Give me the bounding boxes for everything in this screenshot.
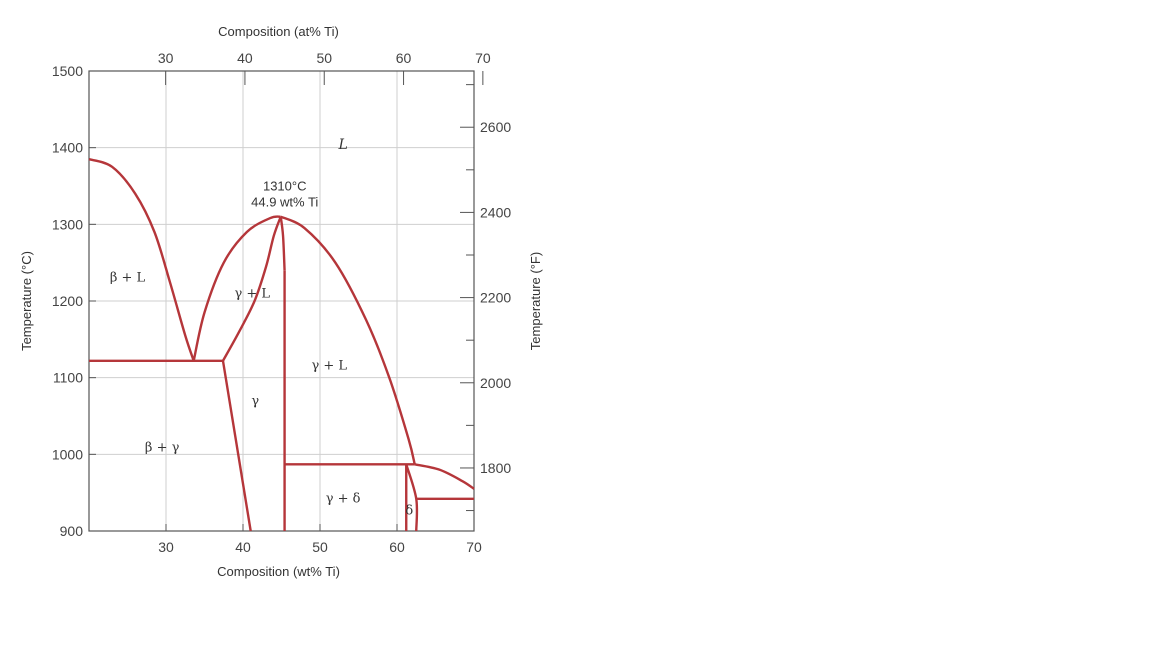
y-left-tick-label: 900 (60, 523, 84, 539)
axis-ticks: 30 40 50 60 70 30 40 50 60 70 900 1000 1100 1200 1300 1… (52, 50, 512, 555)
region-label: β + γ (145, 441, 180, 456)
grid (89, 71, 474, 531)
y-left-tick-label: 1200 (52, 293, 83, 309)
region-label: L (337, 137, 347, 153)
y-right-tick-label: 2400 (480, 204, 511, 220)
phase-boundary-line (221, 216, 282, 362)
region-label: γ (251, 394, 259, 409)
region-label: γ + L (234, 287, 270, 302)
y-left-tick-label: 1500 (52, 63, 83, 79)
y-left-tick-label: 1400 (52, 140, 83, 156)
x-bottom-tick-label: 70 (466, 539, 482, 555)
phase-boundaries (88, 158, 475, 532)
y-right-tick-label: 2000 (480, 375, 511, 391)
region-label: γ + δ (326, 491, 361, 506)
phase-boundary-line (88, 158, 195, 362)
y-right-tick-label: 2200 (480, 290, 511, 306)
x-bottom-tick-label: 50 (312, 539, 328, 555)
x-bottom-tick-label: 40 (235, 539, 251, 555)
peak-temperature-label: 1310°C (263, 179, 307, 194)
region-label: γ + L (311, 359, 347, 374)
x-top-tick-label: 40 (237, 50, 253, 66)
phase-boundary-line (414, 463, 475, 490)
x-top-tick-label: 70 (475, 50, 491, 66)
x-top-tick-label: 60 (396, 50, 412, 66)
phase-boundary-line (279, 216, 286, 271)
y-left-tick-label: 1000 (52, 446, 83, 462)
y-right-tick-label: 1800 (480, 460, 511, 476)
peak-composition-label: 44.9 wt% Ti (251, 195, 318, 210)
y-axis-left-title: Temperature (°C) (19, 251, 34, 351)
phase-boundary-line (192, 215, 281, 362)
x-bottom-tick-label: 60 (389, 539, 405, 555)
region-labels: Lβ + L γ + L γ + L γ β + γ γ + δ δ (110, 137, 414, 519)
phase-boundary-line (405, 463, 419, 532)
x-top-tick-label: 50 (316, 50, 332, 66)
x-axis-bottom-title: Composition (wt% Ti) (217, 564, 340, 579)
region-label: β + L (110, 270, 146, 285)
x-top-tick-label: 30 (158, 50, 174, 66)
phase-boundary-line (280, 215, 416, 465)
x-bottom-tick-label: 30 (158, 539, 174, 555)
phase-boundary-line (221, 360, 252, 532)
x-axis-top-title: Composition (at% Ti) (218, 24, 339, 39)
y-right-tick-label: 2600 (480, 119, 511, 135)
y-left-tick-label: 1300 (52, 216, 83, 232)
y-left-tick-label: 1100 (53, 370, 83, 386)
y-axis-right-title: Temperature (°F) (528, 252, 543, 350)
region-label: δ (405, 504, 413, 519)
